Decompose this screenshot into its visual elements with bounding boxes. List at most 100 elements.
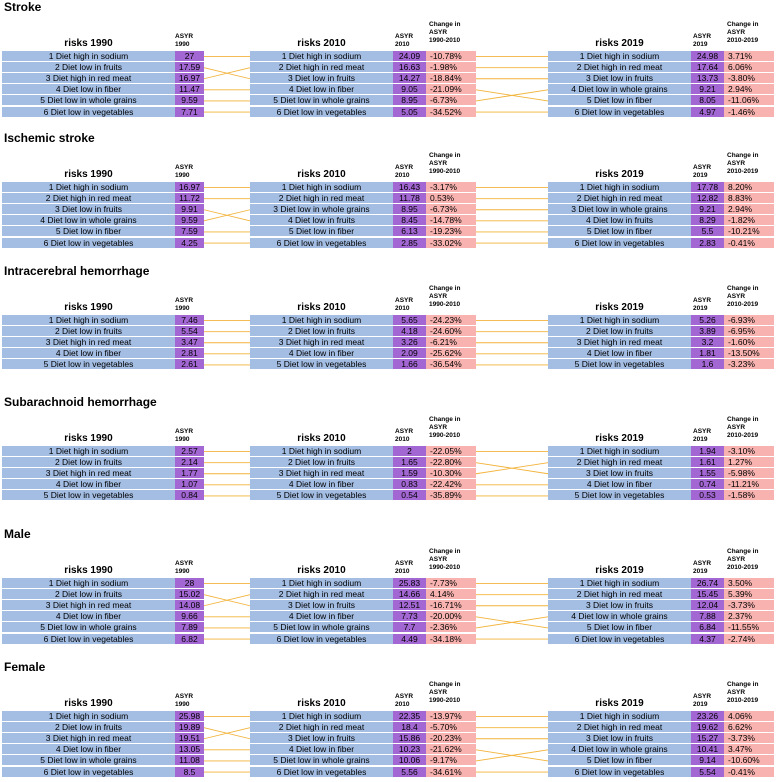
change-2010-cell: -33.02% bbox=[426, 237, 476, 249]
change-2019-cell: 6.62% bbox=[724, 722, 774, 734]
asyr-2019-cell: 5.26 bbox=[691, 315, 724, 327]
risk-2019-cell: 4 Diet low in fruits bbox=[548, 215, 691, 227]
risk-2019-cell: 4 Diet low in fiber bbox=[548, 348, 691, 360]
header-risks-1990: risks 1990 bbox=[64, 38, 113, 49]
asyr-1990-cell: 25.98 bbox=[175, 711, 204, 723]
risk-2010-cell: 2 Diet low in fruits bbox=[250, 326, 393, 338]
asyr-2019-cell: 5.54 bbox=[691, 766, 724, 778]
change-2010-cell: 0.53% bbox=[426, 193, 476, 205]
connector-2010-2019 bbox=[475, 89, 549, 102]
asyr-2010-cell: 9.05 bbox=[393, 84, 426, 96]
header-change-2019: Change in ASYR 2010-2019 bbox=[727, 152, 759, 175]
connector-1990-2010 bbox=[203, 209, 251, 222]
asyr-2010-cell: 0.54 bbox=[393, 490, 426, 502]
header-asyr-2010: ASYR 2010 bbox=[395, 693, 414, 708]
asyr-2010-cell: 14.66 bbox=[393, 589, 426, 601]
asyr-1990-cell: 16.97 bbox=[175, 182, 204, 194]
header-risks-2010: risks 2010 bbox=[297, 169, 346, 180]
header-risks-2010: risks 2010 bbox=[297, 38, 346, 49]
change-2010-cell: -20.23% bbox=[426, 733, 476, 745]
change-2010-cell: -34.61% bbox=[426, 766, 476, 778]
change-2019-cell: -13.50% bbox=[724, 348, 774, 360]
change-2010-cell: -13.97% bbox=[426, 711, 476, 723]
risk-2019-cell: 5 Diet low in fiber bbox=[548, 226, 691, 238]
risk-2010-cell: 1 Diet high in sodium bbox=[250, 578, 393, 590]
risk-2010-cell: 3 Diet low in whole grains bbox=[250, 204, 393, 216]
risk-2019-cell: 2 Diet high in red meat bbox=[548, 193, 691, 205]
asyr-1990-cell: 1.77 bbox=[175, 468, 204, 480]
risk-2010-cell: 4 Diet low in fiber bbox=[250, 479, 393, 491]
risk-2019-cell: 3 Diet low in fruits bbox=[548, 600, 691, 612]
risk-2010-cell: 4 Diet low in fiber bbox=[250, 611, 393, 623]
risk-2010-cell: 6 Diet low in vegetables bbox=[250, 237, 393, 249]
risk-2010-cell: 2 Diet low in fruits bbox=[250, 457, 393, 469]
risk-1990-cell: 2 Diet low in fruits bbox=[2, 457, 175, 469]
asyr-1990-cell: 7.46 bbox=[175, 315, 204, 327]
change-2010-cell: -3.17% bbox=[426, 182, 476, 194]
asyr-2010-cell: 18.4 bbox=[393, 722, 426, 734]
risk-2010-cell: 1 Diet high in sodium bbox=[250, 446, 393, 458]
change-2019-cell: 8.20% bbox=[724, 182, 774, 194]
asyr-1990-cell: 11.08 bbox=[175, 755, 204, 767]
header-risks-1990: risks 1990 bbox=[64, 698, 113, 709]
header-risks-2019: risks 2019 bbox=[595, 698, 644, 709]
asyr-2019-cell: 2.83 bbox=[691, 237, 724, 249]
asyr-1990-cell: 6.82 bbox=[175, 633, 204, 645]
risk-2010-cell: 4 Diet low in fiber bbox=[250, 744, 393, 756]
change-2019-cell: -6.93% bbox=[724, 315, 774, 327]
asyr-2019-cell: 4.97 bbox=[691, 106, 724, 118]
risk-2019-cell: 3 Diet low in fruits bbox=[548, 733, 691, 745]
asyr-1990-cell: 19.89 bbox=[175, 722, 204, 734]
connector-2010-2019 bbox=[475, 616, 549, 629]
asyr-1990-cell: 11.47 bbox=[175, 84, 204, 96]
header-asyr-1990: ASYR 1990 bbox=[175, 164, 194, 179]
change-2019-cell: 8.83% bbox=[724, 193, 774, 205]
header-asyr-2019: ASYR 2019 bbox=[693, 297, 712, 312]
asyr-2019-cell: 13.73 bbox=[691, 73, 724, 85]
risk-1990-cell: 5 Diet low in vegetables bbox=[2, 359, 175, 371]
risk-1990-cell: 3 Diet high in red meat bbox=[2, 468, 175, 480]
change-2019-cell: -3.10% bbox=[724, 446, 774, 458]
header-asyr-2019: ASYR 2019 bbox=[693, 428, 712, 443]
change-2019-cell: -10.60% bbox=[724, 755, 774, 767]
asyr-2010-cell: 6.13 bbox=[393, 226, 426, 238]
asyr-1990-cell: 7.71 bbox=[175, 106, 204, 118]
section-title-stroke: Stroke bbox=[4, 0, 42, 14]
connector-1990-2010 bbox=[203, 594, 251, 607]
risk-1990-cell: 2 Diet low in fruits bbox=[2, 326, 175, 338]
change-2010-cell: -6.73% bbox=[426, 204, 476, 216]
asyr-1990-cell: 14.08 bbox=[175, 600, 204, 612]
section-title-ischemic-stroke: Ischemic stroke bbox=[4, 131, 95, 145]
risk-2010-cell: 6 Diet low in vegetables bbox=[250, 633, 393, 645]
risk-2019-cell: 1 Diet high in sodium bbox=[548, 182, 691, 194]
asyr-1990-cell: 27 bbox=[175, 51, 204, 63]
risk-2010-cell: 4 Diet low in fiber bbox=[250, 348, 393, 360]
asyr-2010-cell: 8.45 bbox=[393, 215, 426, 227]
header-asyr-2019: ASYR 2019 bbox=[693, 560, 712, 575]
connector-2010-2019 bbox=[475, 749, 549, 762]
asyr-1990-cell: 2.14 bbox=[175, 457, 204, 469]
change-2010-cell: -22.05% bbox=[426, 446, 476, 458]
change-2019-cell: -2.74% bbox=[724, 633, 774, 645]
risk-2010-cell: 2 Diet high in red meat bbox=[250, 589, 393, 601]
change-2010-cell: -5.70% bbox=[426, 722, 476, 734]
asyr-2019-cell: 1.6 bbox=[691, 359, 724, 371]
header-change-2019: Change in ASYR 2010-2019 bbox=[727, 285, 759, 308]
asyr-2019-cell: 4.37 bbox=[691, 633, 724, 645]
risk-2010-cell: 6 Diet low in vegetables bbox=[250, 766, 393, 778]
asyr-2019-cell: 3.2 bbox=[691, 337, 724, 349]
risk-2019-cell: 4 Diet low in whole grains bbox=[548, 611, 691, 623]
asyr-2010-cell: 7.7 bbox=[393, 622, 426, 634]
asyr-1990-cell: 7.59 bbox=[175, 226, 204, 238]
asyr-1990-cell: 2.57 bbox=[175, 446, 204, 458]
risk-2010-cell: 4 Diet low in fruits bbox=[250, 215, 393, 227]
asyr-2010-cell: 11.78 bbox=[393, 193, 426, 205]
change-2010-cell: -10.30% bbox=[426, 468, 476, 480]
header-risks-1990: risks 1990 bbox=[64, 565, 113, 576]
risk-1990-cell: 2 Diet low in fruits bbox=[2, 722, 175, 734]
change-2019-cell: -11.55% bbox=[724, 622, 774, 634]
change-2019-cell: 3.71% bbox=[724, 51, 774, 63]
asyr-1990-cell: 16.97 bbox=[175, 73, 204, 85]
asyr-2019-cell: 23.26 bbox=[691, 711, 724, 723]
header-risks-1990: risks 1990 bbox=[64, 169, 113, 180]
